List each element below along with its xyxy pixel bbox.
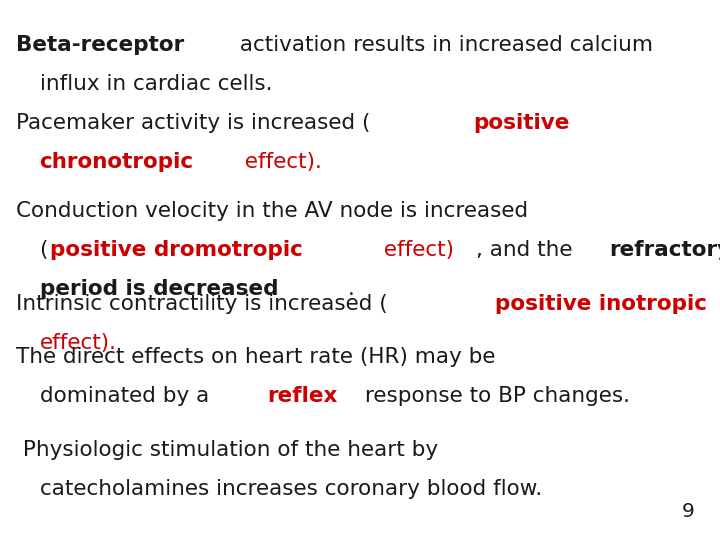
Text: The direct effects on heart rate (HR) may be: The direct effects on heart rate (HR) ma… xyxy=(16,347,495,367)
Text: influx in cardiac cells.: influx in cardiac cells. xyxy=(40,74,272,94)
Text: refractory: refractory xyxy=(609,240,720,260)
Text: Intrinsic contractility is increased (: Intrinsic contractility is increased ( xyxy=(16,294,387,314)
Text: Pacemaker activity is increased (: Pacemaker activity is increased ( xyxy=(16,113,370,133)
Text: Conduction velocity in the AV node is increased: Conduction velocity in the AV node is in… xyxy=(16,201,528,221)
Text: Physiologic stimulation of the heart by: Physiologic stimulation of the heart by xyxy=(16,440,438,460)
Text: activation results in increased calcium: activation results in increased calcium xyxy=(233,35,653,55)
Text: catecholamines increases coronary blood flow.: catecholamines increases coronary blood … xyxy=(40,479,542,499)
Text: (: ( xyxy=(40,240,48,260)
Text: chronotropic: chronotropic xyxy=(40,152,194,172)
Text: , and the: , and the xyxy=(476,240,580,260)
Text: .: . xyxy=(347,279,354,299)
Text: 9: 9 xyxy=(682,502,695,521)
Text: positive dromotropic: positive dromotropic xyxy=(50,240,303,260)
Text: reflex: reflex xyxy=(267,386,337,406)
Text: effect).: effect). xyxy=(238,152,323,172)
Text: positive: positive xyxy=(473,113,570,133)
Text: positive inotropic: positive inotropic xyxy=(495,294,707,314)
Text: dominated by a: dominated by a xyxy=(40,386,216,406)
Text: effect).: effect). xyxy=(40,333,117,353)
Text: effect): effect) xyxy=(377,240,454,260)
Text: Beta-receptor: Beta-receptor xyxy=(16,35,184,55)
Text: period is decreased: period is decreased xyxy=(40,279,278,299)
Text: response to BP changes.: response to BP changes. xyxy=(358,386,630,406)
